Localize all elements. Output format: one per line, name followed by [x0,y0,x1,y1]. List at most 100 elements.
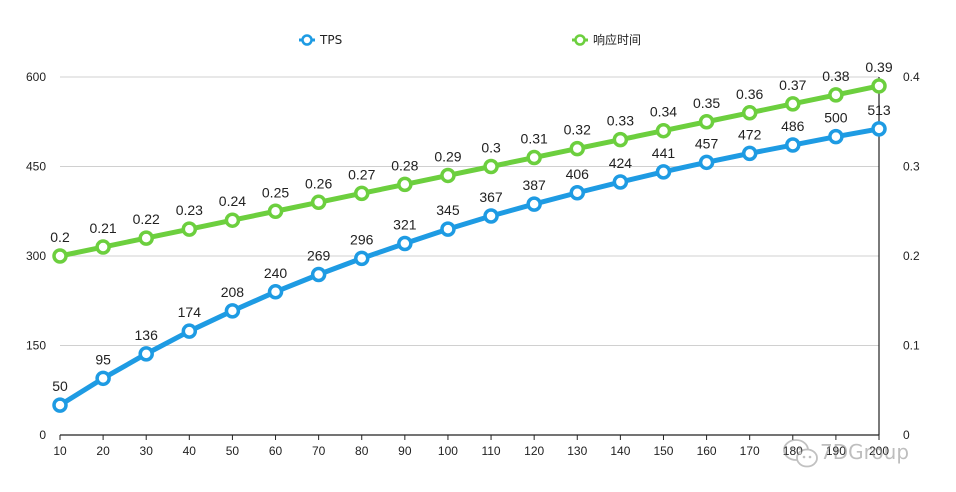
data-label: 174 [178,304,202,320]
data-point [267,284,284,300]
x-tick-label: 70 [312,444,326,458]
data-point [526,196,542,212]
data-label: 208 [221,284,245,300]
x-tick-label: 170 [740,444,760,458]
data-label: 136 [135,327,159,343]
x-tick-label: 90 [398,444,412,458]
legend-label: 响应时间 [593,32,641,47]
data-point [698,114,715,130]
data-label: 296 [350,231,374,247]
data-point [569,185,586,201]
data-label: 0.39 [865,59,892,75]
series-layer: 50 95 136 174 208 240 269 296 321 345 367 387 406 424… [50,59,893,413]
data-label: 0.2 [50,229,70,245]
data-point [397,235,413,252]
y-right-tick-label: 0.2 [903,249,920,263]
x-tick-label: 150 [653,444,673,458]
data-point [655,164,672,180]
data-point [526,149,542,166]
data-point [353,250,370,267]
series-response-time: 0.2 0.21 0.22 0.23 0.24 0.25 0.26 0.27 0.28 0.29 0… [50,59,893,264]
y-left-tick-label: 600 [26,70,46,84]
data-label: 0.31 [521,131,548,147]
data-label: 0.38 [822,68,849,84]
data-point [741,105,758,121]
data-point [440,221,456,237]
data-point [310,266,327,283]
data-point [483,158,499,175]
data-label: 457 [695,135,719,151]
x-tick-label: 180 [783,444,803,458]
data-label: 406 [566,166,590,182]
data-point [698,154,715,171]
x-tick-label: 140 [610,444,630,458]
data-label: 0.28 [391,157,418,173]
wechat-icon [783,439,818,468]
data-label: 387 [522,177,546,193]
y-right-tick-label: 0.4 [903,70,920,84]
data-label: 0.23 [176,202,203,218]
data-point [224,212,241,228]
x-tick-label: 20 [96,444,110,458]
legend-label: TPS [319,33,342,47]
data-label: 472 [738,126,762,142]
data-point [612,131,629,148]
gridlines [60,76,879,346]
x-tick-label: 30 [140,444,154,458]
data-label: 240 [264,265,288,281]
data-point [483,208,499,224]
x-tick-label: 60 [269,444,283,458]
y-left-tick-label: 450 [26,160,46,174]
legend-marker [301,34,313,46]
data-point [828,128,844,145]
watermark: 7DGroup [783,439,909,468]
data-point [871,78,887,94]
data-label: 0.24 [219,193,246,209]
data-label: 0.36 [736,86,763,102]
data-point [440,167,456,184]
data-point [181,221,198,237]
data-point [52,248,68,264]
data-label: 424 [609,155,633,171]
x-tick-label: 50 [226,444,240,458]
data-label: 486 [781,118,805,134]
data-label: 0.27 [348,166,375,182]
data-label: 0.32 [564,122,591,138]
data-point [138,346,154,362]
y-left-tick-label: 300 [26,249,46,263]
data-label: 0.35 [693,95,720,111]
x-tick-label: 80 [355,444,369,458]
data-point [871,121,887,137]
x-tick-label: 190 [826,444,846,458]
data-point [224,303,241,319]
y-left-tick-label: 0 [39,428,46,442]
data-point [612,174,629,190]
x-tick-label: 200 [869,444,889,458]
data-label: 345 [436,202,460,218]
x-tick-label: 100 [438,444,458,458]
data-label: 0.22 [133,211,160,227]
data-label: 50 [52,378,68,394]
x-tick-label: 110 [481,444,500,458]
data-label: 0.3 [481,140,501,156]
data-point [741,145,758,162]
axes: 0 150 300 450 600 0 0.1 0.2 0.3 0.4 10 20 30 40 50 60 70… [26,70,920,458]
data-label: 0.26 [305,175,332,191]
data-point [181,323,198,339]
data-point [828,87,844,103]
legend-item-response-time: 响应时间 [572,32,641,47]
data-label: 441 [652,145,676,161]
x-tick-label: 40 [183,444,197,458]
y-right-tick-label: 0.3 [903,160,920,174]
data-label: 269 [307,247,331,263]
data-label: 0.33 [607,113,634,129]
data-point [569,140,586,157]
data-label: 321 [393,216,417,232]
data-label: 0.29 [434,148,461,164]
x-tick-label: 160 [697,444,717,458]
y-left-tick-label: 150 [26,339,46,353]
data-point [95,239,111,255]
data-point [52,397,68,413]
data-point [353,185,370,202]
